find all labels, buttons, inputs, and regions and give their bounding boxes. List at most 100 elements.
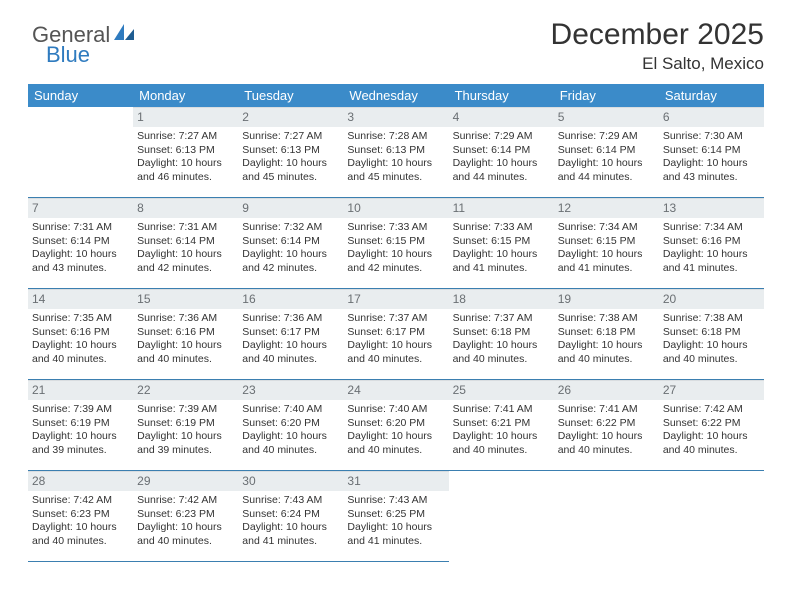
sunrise-line: Sunrise: 7:42 AM [32, 494, 129, 508]
daylight-line: Daylight: 10 hours and 40 minutes. [242, 430, 339, 457]
daylight-line: Daylight: 10 hours and 41 minutes. [242, 521, 339, 548]
daylight-line: Daylight: 10 hours and 45 minutes. [347, 157, 444, 184]
calendar-cell [449, 471, 554, 562]
weekday-friday: Friday [554, 84, 659, 107]
daylight-line: Daylight: 10 hours and 40 minutes. [32, 521, 129, 548]
calendar-cell [28, 107, 133, 198]
sunset-line: Sunset: 6:19 PM [137, 417, 234, 431]
calendar-cell: 10Sunrise: 7:33 AMSunset: 6:15 PMDayligh… [343, 198, 448, 289]
sunset-line: Sunset: 6:15 PM [453, 235, 550, 249]
day-number: 1 [133, 107, 238, 127]
sunset-line: Sunset: 6:13 PM [347, 144, 444, 158]
sunrise-line: Sunrise: 7:36 AM [242, 312, 339, 326]
day-number: 23 [238, 380, 343, 400]
day-info: Sunrise: 7:43 AMSunset: 6:25 PMDaylight:… [343, 494, 448, 553]
sunset-line: Sunset: 6:20 PM [242, 417, 339, 431]
sunset-line: Sunset: 6:22 PM [663, 417, 760, 431]
calendar-cell: 5Sunrise: 7:29 AMSunset: 6:14 PMDaylight… [554, 107, 659, 198]
sunset-line: Sunset: 6:16 PM [32, 326, 129, 340]
calendar-cell: 1Sunrise: 7:27 AMSunset: 6:13 PMDaylight… [133, 107, 238, 198]
daylight-line: Daylight: 10 hours and 41 minutes. [558, 248, 655, 275]
daylight-line: Daylight: 10 hours and 40 minutes. [453, 430, 550, 457]
sunset-line: Sunset: 6:17 PM [242, 326, 339, 340]
sunset-line: Sunset: 6:13 PM [242, 144, 339, 158]
day-number: 6 [659, 107, 764, 127]
calendar-cell: 29Sunrise: 7:42 AMSunset: 6:23 PMDayligh… [133, 471, 238, 562]
sunset-line: Sunset: 6:15 PM [558, 235, 655, 249]
calendar-cell: 14Sunrise: 7:35 AMSunset: 6:16 PMDayligh… [28, 289, 133, 380]
sunrise-line: Sunrise: 7:27 AM [137, 130, 234, 144]
sunrise-line: Sunrise: 7:33 AM [453, 221, 550, 235]
sunrise-line: Sunrise: 7:43 AM [347, 494, 444, 508]
day-info: Sunrise: 7:42 AMSunset: 6:23 PMDaylight:… [133, 494, 238, 553]
day-info: Sunrise: 7:34 AMSunset: 6:16 PMDaylight:… [659, 221, 764, 280]
day-info: Sunrise: 7:33 AMSunset: 6:15 PMDaylight:… [449, 221, 554, 280]
weekday-wednesday: Wednesday [343, 84, 448, 107]
sunrise-line: Sunrise: 7:38 AM [663, 312, 760, 326]
sunset-line: Sunset: 6:22 PM [558, 417, 655, 431]
day-number: 4 [449, 107, 554, 127]
day-info: Sunrise: 7:38 AMSunset: 6:18 PMDaylight:… [554, 312, 659, 371]
sunrise-line: Sunrise: 7:39 AM [137, 403, 234, 417]
sunrise-line: Sunrise: 7:40 AM [242, 403, 339, 417]
day-number: 10 [343, 198, 448, 218]
calendar-week-row: 21Sunrise: 7:39 AMSunset: 6:19 PMDayligh… [28, 380, 764, 471]
calendar-cell: 28Sunrise: 7:42 AMSunset: 6:23 PMDayligh… [28, 471, 133, 562]
day-info: Sunrise: 7:42 AMSunset: 6:22 PMDaylight:… [659, 403, 764, 462]
calendar-table: Sunday Monday Tuesday Wednesday Thursday… [28, 84, 764, 562]
sunset-line: Sunset: 6:14 PM [137, 235, 234, 249]
sunset-line: Sunset: 6:20 PM [347, 417, 444, 431]
calendar-cell: 7Sunrise: 7:31 AMSunset: 6:14 PMDaylight… [28, 198, 133, 289]
sunset-line: Sunset: 6:17 PM [347, 326, 444, 340]
brand-part2: Blue [46, 42, 90, 67]
daylight-line: Daylight: 10 hours and 41 minutes. [347, 521, 444, 548]
day-info: Sunrise: 7:37 AMSunset: 6:18 PMDaylight:… [449, 312, 554, 371]
sunset-line: Sunset: 6:21 PM [453, 417, 550, 431]
calendar-cell: 19Sunrise: 7:38 AMSunset: 6:18 PMDayligh… [554, 289, 659, 380]
daylight-line: Daylight: 10 hours and 40 minutes. [137, 339, 234, 366]
sunrise-line: Sunrise: 7:38 AM [558, 312, 655, 326]
day-number: 24 [343, 380, 448, 400]
day-number: 17 [343, 289, 448, 309]
daylight-line: Daylight: 10 hours and 42 minutes. [242, 248, 339, 275]
sunrise-line: Sunrise: 7:33 AM [347, 221, 444, 235]
day-info: Sunrise: 7:36 AMSunset: 6:16 PMDaylight:… [133, 312, 238, 371]
sunrise-line: Sunrise: 7:35 AM [32, 312, 129, 326]
calendar-cell [554, 471, 659, 562]
calendar-cell: 27Sunrise: 7:42 AMSunset: 6:22 PMDayligh… [659, 380, 764, 471]
day-info: Sunrise: 7:42 AMSunset: 6:23 PMDaylight:… [28, 494, 133, 553]
daylight-line: Daylight: 10 hours and 39 minutes. [137, 430, 234, 457]
sunset-line: Sunset: 6:14 PM [663, 144, 760, 158]
day-number: 11 [449, 198, 554, 218]
daylight-line: Daylight: 10 hours and 41 minutes. [453, 248, 550, 275]
sunset-line: Sunset: 6:24 PM [242, 508, 339, 522]
sunset-line: Sunset: 6:25 PM [347, 508, 444, 522]
day-number: 9 [238, 198, 343, 218]
location-subtitle: El Salto, Mexico [28, 54, 764, 74]
daylight-line: Daylight: 10 hours and 43 minutes. [32, 248, 129, 275]
sunrise-line: Sunrise: 7:39 AM [32, 403, 129, 417]
day-number: 31 [343, 471, 448, 491]
daylight-line: Daylight: 10 hours and 43 minutes. [663, 157, 760, 184]
day-number: 21 [28, 380, 133, 400]
daylight-line: Daylight: 10 hours and 40 minutes. [558, 430, 655, 457]
sunrise-line: Sunrise: 7:32 AM [242, 221, 339, 235]
calendar-week-row: 28Sunrise: 7:42 AMSunset: 6:23 PMDayligh… [28, 471, 764, 562]
day-info: Sunrise: 7:40 AMSunset: 6:20 PMDaylight:… [238, 403, 343, 462]
day-info: Sunrise: 7:37 AMSunset: 6:17 PMDaylight:… [343, 312, 448, 371]
sunrise-line: Sunrise: 7:37 AM [453, 312, 550, 326]
sunset-line: Sunset: 6:18 PM [663, 326, 760, 340]
sunset-line: Sunset: 6:16 PM [663, 235, 760, 249]
calendar-body: 1Sunrise: 7:27 AMSunset: 6:13 PMDaylight… [28, 107, 764, 562]
sunrise-line: Sunrise: 7:43 AM [242, 494, 339, 508]
day-number: 8 [133, 198, 238, 218]
day-info: Sunrise: 7:29 AMSunset: 6:14 PMDaylight:… [554, 130, 659, 189]
daylight-line: Daylight: 10 hours and 40 minutes. [32, 339, 129, 366]
daylight-line: Daylight: 10 hours and 45 minutes. [242, 157, 339, 184]
day-number: 18 [449, 289, 554, 309]
calendar-cell: 20Sunrise: 7:38 AMSunset: 6:18 PMDayligh… [659, 289, 764, 380]
calendar-cell: 26Sunrise: 7:41 AMSunset: 6:22 PMDayligh… [554, 380, 659, 471]
day-number: 25 [449, 380, 554, 400]
day-number: 22 [133, 380, 238, 400]
weekday-header-row: Sunday Monday Tuesday Wednesday Thursday… [28, 84, 764, 107]
